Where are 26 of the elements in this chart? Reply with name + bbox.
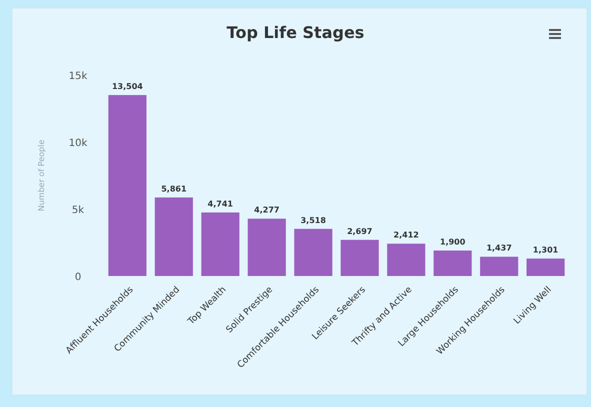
data-label: 4,741 — [208, 199, 234, 208]
data-label: 1,900 — [440, 238, 466, 247]
data-label: 1,437 — [486, 244, 512, 253]
y-tick-label: 10k — [68, 138, 88, 149]
chart-title: Top Life Stages — [226, 23, 364, 42]
bar — [526, 258, 565, 276]
bar — [108, 95, 146, 276]
bar — [154, 197, 193, 276]
data-label: 2,412 — [394, 230, 419, 240]
y-tick-label: 0 — [74, 272, 82, 283]
data-label: 3,518 — [300, 216, 326, 225]
bar — [387, 244, 426, 276]
data-label: 4,277 — [254, 206, 280, 215]
data-label: 1,301 — [532, 246, 559, 255]
bar — [248, 218, 286, 276]
y-tick-label: 5k — [72, 205, 84, 216]
bar — [480, 256, 518, 276]
y-tick-label: 15k — [68, 71, 88, 82]
data-label: 13,504 — [112, 82, 144, 92]
data-label: 2,697 — [347, 226, 372, 236]
bar — [340, 240, 379, 276]
bar — [201, 212, 240, 276]
y-axis-title: Number of People — [37, 140, 46, 212]
bar — [294, 228, 332, 276]
data-label: 5,861 — [161, 184, 187, 194]
bar — [434, 250, 472, 276]
